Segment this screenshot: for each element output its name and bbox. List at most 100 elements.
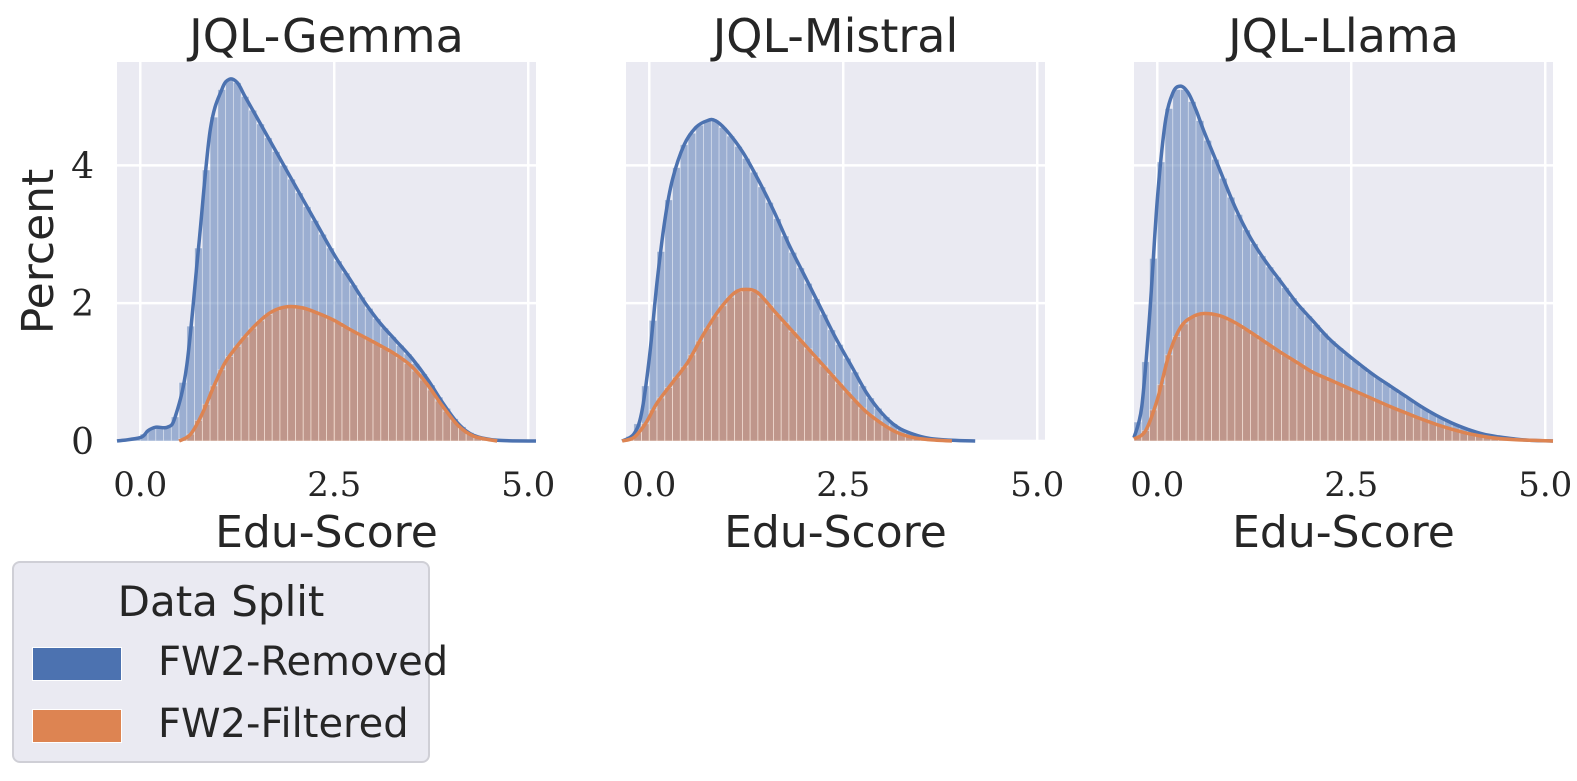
histogram-bar-filtered [788,331,798,442]
histogram-bar-filtered [411,370,421,442]
histogram-bar-filtered [380,347,389,442]
x-tick-label: 2.5 [1324,465,1378,505]
histogram-bar-filtered [734,291,743,442]
x-tick-label: 2.5 [816,465,870,505]
histogram-bar-filtered [1312,373,1321,442]
panel-title: JQL-Llama [1225,9,1459,63]
panel-3: 0.0 2.5 5.0 Edu-Score JQL-Llama [1130,9,1572,558]
histogram-bar-filtered [225,356,234,442]
histogram-bar-filtered [279,307,289,442]
histogram-bar-filtered [426,389,436,442]
histogram-bar-filtered [765,305,774,442]
histogram-bar-filtered [749,291,759,442]
legend-label-removed: FW2-Removed [158,639,449,685]
histogram-bar-filtered [349,331,358,442]
histogram-bar-filtered [395,357,405,442]
histogram-bar-filtered [710,315,720,442]
histogram-bar-filtered [811,357,821,442]
histogram-bar-filtered [664,387,673,442]
legend-title: Data Split [117,577,325,626]
histogram-bar-filtered [318,314,327,442]
x-tick-label: 5.0 [501,465,555,505]
histogram-bar-filtered [718,305,728,442]
x-tick-label: 0.0 [113,465,167,505]
histogram-bar-filtered [1374,400,1383,442]
histogram-bar-filtered [1218,316,1228,442]
legend-label-filtered: FW2-Filtered [158,701,409,747]
histogram-bar-filtered [310,311,320,442]
histogram-bar-filtered [726,296,736,442]
histogram-bar-filtered [1187,316,1197,442]
histogram-bar-filtered [1180,323,1189,442]
histogram-bar-filtered [1265,344,1275,442]
histogram-bar-filtered [295,307,304,442]
histogram-bars-filtered [178,306,498,442]
y-tick-label: 4 [71,146,94,187]
histogram-bar-filtered [326,318,335,442]
histogram-bar-filtered [1381,404,1391,442]
histogram-bar-filtered [672,376,681,442]
histogram-bar-filtered [1249,334,1259,442]
kde-line-removed [1132,84,1554,443]
histogram-bar-filtered [287,306,296,442]
histogram-bar-filtered [388,352,397,442]
histogram-bar-filtered [819,365,829,442]
y-tick-label: 2 [71,284,94,325]
histogram-bar-filtered [773,313,782,442]
histogram-bar-filtered [780,322,790,442]
x-tick-label: 2.5 [307,465,361,505]
histogram-bar-filtered [248,327,258,442]
x-axis-label: Edu-Score [215,507,438,558]
panel-2: 0.0 2.5 5.0 Edu-Score JQL-Mistral [621,9,1064,558]
histogram-bar-filtered [1172,336,1181,442]
histogram-bar-filtered [264,314,273,442]
histogram-bar-filtered [1304,369,1313,442]
histogram-bar-filtered [695,340,704,442]
x-tick-label: 5.0 [1010,465,1064,505]
kde-line-filtered [621,287,952,443]
histogram-bar-filtered [217,369,227,442]
histogram-bar-filtered [333,322,343,442]
histogram-bar-filtered [232,345,242,442]
histogram-bar-filtered [1335,383,1344,442]
histogram-bar-filtered [850,399,860,442]
kde-line-filtered [178,304,498,443]
histogram-bar-filtered [1288,359,1298,442]
kde-line-removed [621,117,976,443]
histogram-bar-filtered [1195,314,1205,442]
histogram-bar-filtered [827,374,836,442]
histogram-bar-filtered [679,366,689,442]
histogram-bar-filtered [372,343,382,442]
histogram-bar-filtered [842,391,852,442]
histogram-bar-filtered [403,363,413,442]
histogram-bar-filtered [1234,324,1244,442]
histogram-bar-filtered [1366,397,1375,442]
histogram-bar-filtered [1226,320,1236,442]
kde-line-filtered [1133,311,1554,443]
histogram-bar-filtered [419,379,428,442]
legend-swatch-filtered [32,709,122,743]
histogram-bar-filtered [1273,349,1282,442]
histogram-bar-filtered [1412,416,1422,442]
x-axis-label: Edu-Score [724,507,947,558]
histogram-bar-filtered [256,320,265,442]
histogram-bar-filtered [757,296,767,442]
histogram-bar-filtered [302,308,312,442]
histogram-bar-filtered [741,288,751,442]
histogram-bar-filtered [796,339,805,442]
histogram-bar-filtered [1296,364,1306,442]
x-axis-label: Edu-Score [1232,507,1455,558]
histogram-bar-filtered [364,339,374,442]
x-tick-label: 5.0 [1518,465,1572,505]
histogram-bar-filtered [357,335,366,442]
histogram-bar-filtered [1242,329,1251,442]
histogram-bar-filtered [835,382,844,442]
histogram-bars-filtered [1133,313,1546,442]
histogram-bar-filtered [1358,394,1368,442]
histogram-bar-filtered [341,326,351,442]
histogram-bar-filtered [1389,407,1399,442]
histogram-bar-filtered [240,336,250,442]
kde-line-removed [116,77,537,443]
histogram-bar-filtered [1350,390,1360,442]
